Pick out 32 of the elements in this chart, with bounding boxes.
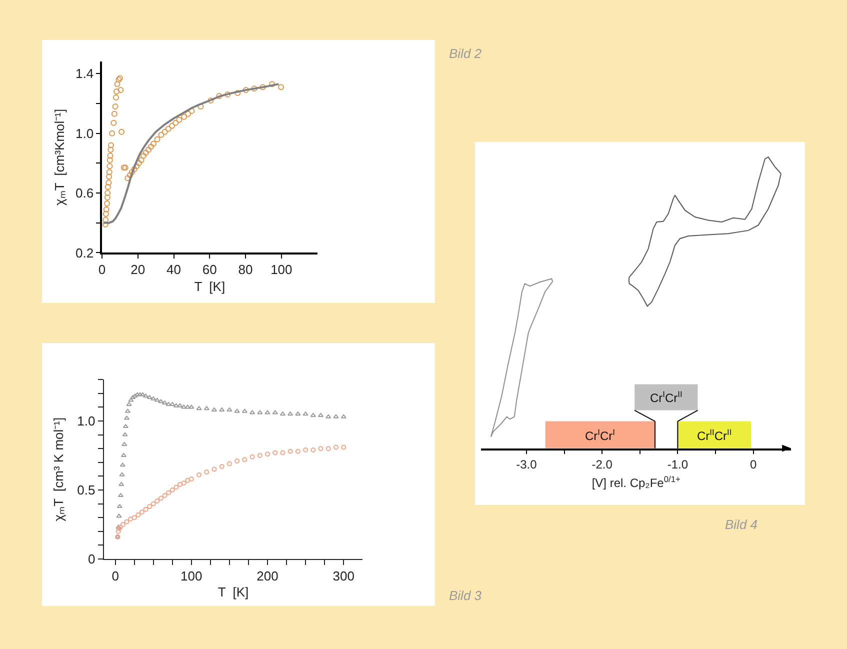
y-tick-label: 0.5 bbox=[77, 482, 96, 498]
y-tick-label: 0.2 bbox=[76, 245, 94, 260]
x-tick-label: 100 bbox=[180, 568, 202, 584]
text: Bild 3 bbox=[449, 588, 482, 603]
y-axis-title: χₘT [cm³Kmol⁻¹] bbox=[52, 108, 67, 206]
x-axis-title: [V] rel. Cp₂Fe$^{0/1+}$ bbox=[592, 474, 680, 490]
y-tick-label: 1.0 bbox=[76, 126, 94, 141]
y-tick-label: 1.4 bbox=[76, 66, 94, 82]
band-label: Cr$^{II}$Cr$^{II}$ bbox=[697, 427, 732, 444]
x-tick-label: 0 bbox=[112, 568, 119, 584]
x-axis-title: T [K] bbox=[194, 279, 226, 294]
y-tick-label: 1.0 bbox=[77, 414, 96, 429]
text: Bild 2 bbox=[449, 46, 482, 61]
y-tick-label: 0 bbox=[88, 552, 96, 567]
x-tick-label: -2.0 bbox=[592, 458, 613, 472]
text: Bild 4 bbox=[725, 517, 758, 532]
x-tick-label: 40 bbox=[166, 262, 182, 278]
x-tick-label: 0 bbox=[750, 458, 757, 472]
y-axis-title: χₘT [cm³ K mol⁻¹] bbox=[51, 417, 66, 522]
x-tick-label: 20 bbox=[130, 262, 146, 278]
x-tick-label: 100 bbox=[270, 262, 292, 278]
x-tick-label: 80 bbox=[238, 262, 253, 278]
x-tick-label: 200 bbox=[256, 568, 278, 584]
x-tick-label: -1.0 bbox=[667, 458, 688, 472]
band-label: Cr$^{I}$Cr$^{I}$ bbox=[585, 427, 615, 444]
x-tick-label: 60 bbox=[202, 262, 217, 278]
band-label: Cr$^{I}$Cr$^{II}$ bbox=[650, 389, 682, 406]
y-tick-label: 0.6 bbox=[76, 186, 94, 201]
x-tick-label: -3.0 bbox=[516, 458, 538, 472]
x-tick-label: 300 bbox=[332, 568, 354, 584]
x-axis-title: T [K] bbox=[218, 584, 249, 600]
x-tick-label: 0 bbox=[98, 262, 106, 278]
